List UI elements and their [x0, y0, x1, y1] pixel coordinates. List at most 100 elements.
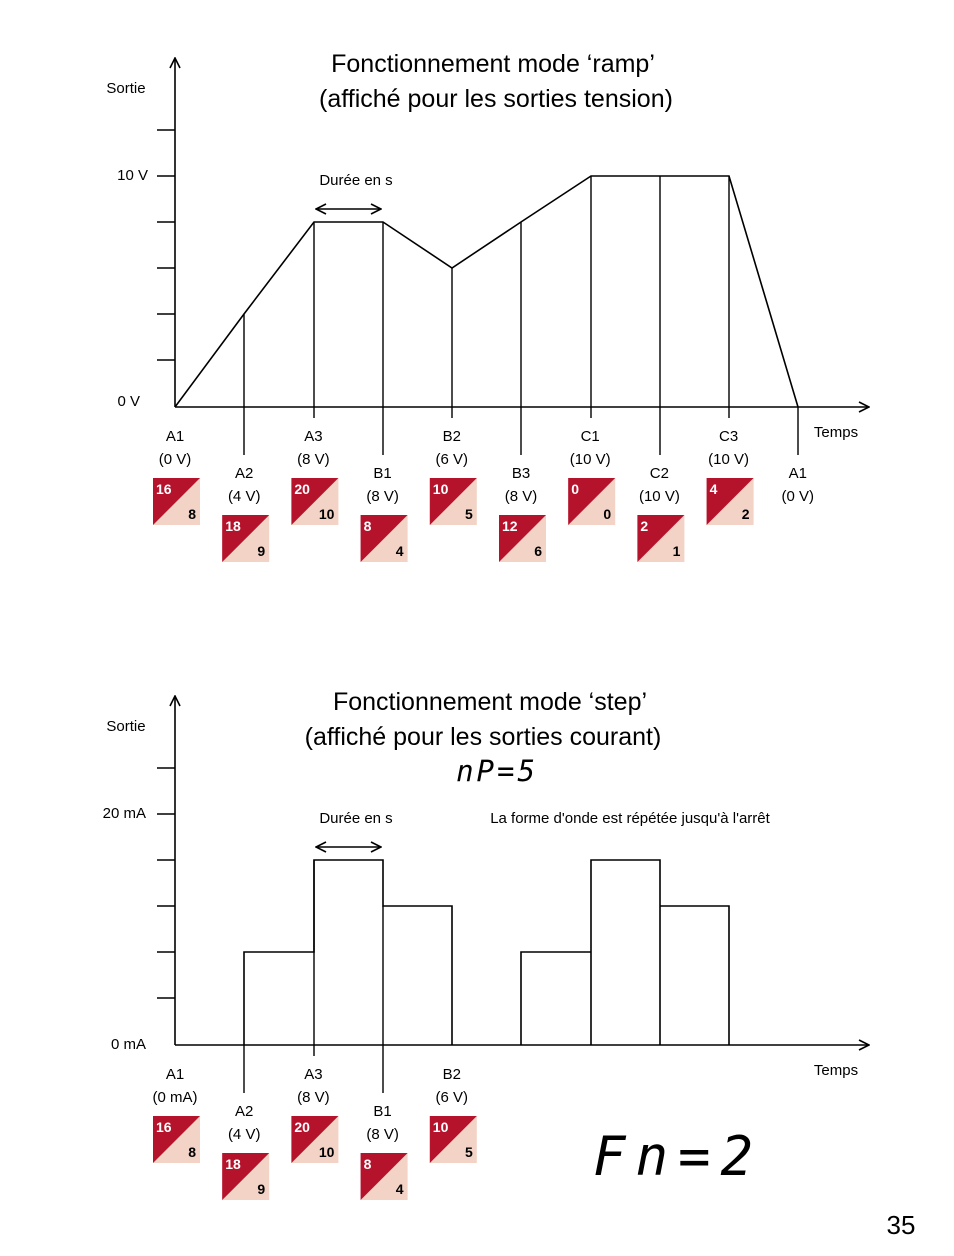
step-point-value: (8 V) [366, 1126, 399, 1143]
page-number: 35 [887, 1210, 916, 1240]
badge-top-value: 16 [156, 1119, 172, 1135]
badge-top-value: 0 [571, 481, 579, 497]
ramp-point-badge: 16 8 [153, 478, 200, 525]
step-point-badge: 16 8 [153, 1116, 200, 1163]
badge-top-value: 8 [364, 1156, 372, 1172]
ramp-point-name: A1 [789, 465, 807, 482]
badge-bottom-value: 8 [188, 506, 196, 522]
ramp-point-badge: 00 [568, 478, 616, 525]
ramp-point-name: B3 [512, 465, 530, 482]
ramp-point-value: (8 V) [505, 488, 538, 505]
ramp-duration-label: Durée en s [319, 172, 392, 189]
badge-triangle [499, 515, 546, 562]
step-point-name: A1 [166, 1066, 184, 1083]
badge-bottom-value: 10 [319, 1144, 335, 1160]
step-duration-label: Durée en s [319, 810, 392, 827]
ramp-point-name: A1 [166, 428, 184, 445]
step-point-value: (6 V) [436, 1089, 469, 1106]
badge-top-value: 10 [433, 481, 449, 497]
step-point-name: B2 [443, 1066, 461, 1083]
ramp-point-badge: 42 [706, 478, 754, 525]
badge-triangle [360, 1153, 408, 1200]
badge-triangle [360, 515, 408, 562]
badge-triangle [153, 478, 200, 525]
badge-triangle [706, 478, 754, 525]
step-point-badge: 84 [360, 1153, 408, 1200]
ramp-x-axis-label: Temps [814, 424, 858, 441]
badge-bottom-value: 0 [603, 506, 611, 522]
badge-bottom-value: 9 [257, 1181, 265, 1197]
badge-triangle [153, 1116, 200, 1163]
ramp-point-value: (6 V) [436, 451, 469, 468]
ramp-point-name: A3 [304, 428, 322, 445]
badge-top-value: 10 [433, 1119, 449, 1135]
badge-triangle [568, 478, 616, 525]
ramp-point-name: C2 [650, 465, 669, 482]
badge-bottom-value: 4 [396, 543, 404, 559]
badge-top-value: 18 [225, 1156, 241, 1172]
badge-triangle [291, 1116, 339, 1163]
step-point-value: (4 V) [228, 1126, 261, 1143]
step-y-ticks [157, 767, 175, 999]
badge-top-value: 20 [294, 481, 310, 497]
ramp-y-ticks [157, 129, 175, 361]
badge-top-value: 12 [502, 518, 518, 534]
badge-top-value: 2 [640, 518, 648, 534]
ramp-point-verticals [243, 176, 799, 455]
step-y-tick-0ma: 0 mA [111, 1036, 146, 1053]
ramp-waveform [174, 175, 799, 408]
ramp-y-tick-10v: 10 V [117, 167, 148, 184]
ramp-title-line1: Fonctionnement mode ‘ramp’ [331, 50, 655, 78]
lcd-fn-display: Fn=2 [593, 1125, 763, 1188]
ramp-point-badge: 12 6 [499, 515, 546, 562]
ramp-point-value: (8 V) [297, 451, 330, 468]
ramp-point-name: A2 [235, 465, 253, 482]
step-y-tick-20ma: 20 mA [103, 805, 146, 822]
badge-bottom-value: 6 [534, 543, 542, 559]
ramp-point-badge: 18 9 [222, 515, 270, 562]
ramp-y-axis-label: Sortie [106, 80, 145, 97]
ramp-point-badge: 21 [637, 515, 685, 562]
step-title-line2: (affiché pour les sorties courant) [305, 723, 662, 751]
badge-top-value: 4 [710, 481, 718, 497]
ramp-point-badge: 84 [360, 515, 408, 562]
step-diagram: Fonctionnement mode ‘step’ (affiché pour… [103, 688, 869, 1200]
step-point-name: A2 [235, 1103, 253, 1120]
badge-top-value: 20 [294, 1119, 310, 1135]
lcd-np-display: nP=5 [456, 754, 538, 788]
ramp-point-value: (0 V) [782, 488, 815, 505]
step-x-axis-label: Temps [814, 1062, 858, 1079]
ramp-point-value: (8 V) [366, 488, 399, 505]
ramp-y-tick-0v: 0 V [117, 393, 140, 410]
step-point-value: (8 V) [297, 1089, 330, 1106]
badge-top-value: 18 [225, 518, 241, 534]
badge-bottom-value: 8 [188, 1144, 196, 1160]
badge-top-value: 16 [156, 481, 172, 497]
ramp-point-badge: 10 5 [429, 478, 477, 525]
badge-bottom-value: 9 [257, 543, 265, 559]
badge-triangle [429, 478, 477, 525]
step-waveform [243, 859, 730, 1045]
repeat-note: La forme d'onde est répétée jusqu'à l'ar… [490, 810, 770, 827]
badge-triangle [222, 1153, 270, 1200]
badge-triangle [429, 1116, 477, 1163]
ramp-point-value: (10 V) [708, 451, 749, 468]
ramp-point-name: B2 [443, 428, 461, 445]
step-point-name: B1 [373, 1103, 391, 1120]
ramp-diagram: Fonctionnement mode ‘ramp’ (affiché pour… [106, 50, 869, 562]
step-y-axis-label: Sortie [106, 718, 145, 735]
ramp-point-value: (10 V) [570, 451, 611, 468]
badge-triangle [291, 478, 339, 525]
badge-bottom-value: 5 [465, 506, 473, 522]
ramp-point-value: (4 V) [228, 488, 261, 505]
badge-bottom-value: 4 [396, 1181, 404, 1197]
step-point-value: (0 mA) [153, 1089, 198, 1106]
step-point-name: A3 [304, 1066, 322, 1083]
step-title-line1: Fonctionnement mode ‘step’ [333, 688, 647, 716]
badge-bottom-value: 1 [673, 543, 681, 559]
ramp-point-name: C3 [719, 428, 738, 445]
